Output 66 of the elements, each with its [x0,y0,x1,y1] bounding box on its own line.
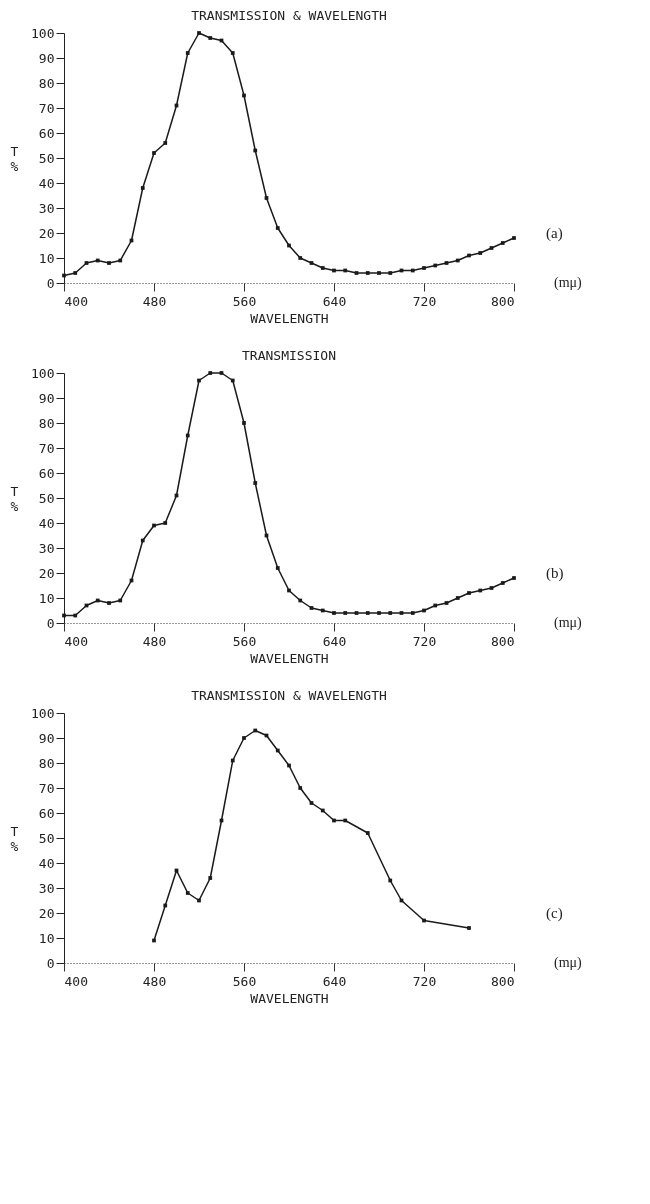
y-tick-label: 30 [38,880,55,896]
y-tick-label: 60 [38,465,55,481]
y-tick-label: 30 [38,200,55,216]
x-tick-label: 560 [232,973,257,989]
y-axis-title: T % [10,483,19,514]
y-tick-label: 70 [38,780,55,796]
y-tick-label: 20 [38,565,55,581]
x-tick-label: 800 [491,633,515,649]
text: (b) [546,565,564,582]
y-tick-label: 0 [46,615,55,631]
x-tick-label: 560 [232,633,257,649]
x-tick-label: 720 [412,293,437,309]
y-tick-label: 0 [46,275,55,291]
text: (c) [546,905,563,922]
chart-title: TRANSMISSION & WAVELENGTH [191,688,387,703]
y-tick-label: 100 [31,25,55,41]
y-tick-label: 10 [38,930,55,946]
y-tick-label: 80 [38,415,55,431]
x-axis-title: WAVELENGTH [250,990,329,1006]
y-tick-label: 40 [38,855,55,871]
y-tick-label: 10 [38,250,55,266]
x-tick-label: 800 [491,973,515,989]
x-tick-label: 800 [491,293,515,309]
x-tick-label: 400 [64,633,88,649]
y-tick-label: 70 [38,100,55,116]
x-axis-title: WAVELENGTH [250,650,329,666]
x-tick-label: 480 [142,293,167,309]
x-tick-label: 720 [412,633,437,649]
y-tick-label: 60 [38,805,55,821]
y-tick-label: 100 [31,705,55,721]
y-axis-title: T % [10,143,19,174]
y-tick-label: 80 [38,755,55,771]
x-axis-title: WAVELENGTH [250,310,329,326]
x-tick-label: 480 [142,973,167,989]
chart-title: TRANSMISSION [242,348,336,363]
x-tick-label: 640 [322,293,347,309]
y-tick-label: 30 [38,540,55,556]
y-tick-label: 90 [38,50,55,66]
x-tick-label: 720 [412,973,437,989]
y-tick-label: 0 [46,955,55,971]
x-tick-label: 640 [322,633,347,649]
y-tick-label: 20 [38,225,55,241]
y-tick-label: 50 [38,830,55,846]
text: (a) [546,225,563,242]
x-tick-label: 480 [142,633,167,649]
y-tick-label: 50 [38,490,55,506]
y-tick-label: 20 [38,905,55,921]
x-tick-label: 400 [64,293,88,309]
x-tick-label: 400 [64,973,88,989]
y-axis-title: T % [10,823,19,854]
y-tick-label: 40 [38,175,55,191]
x-tick-label: 560 [232,293,257,309]
y-tick-label: 80 [38,75,55,91]
y-tick-label: 70 [38,440,55,456]
y-tick-label: 100 [31,365,55,381]
y-tick-label: 60 [38,125,55,141]
y-tick-label: 50 [38,150,55,166]
y-tick-label: 40 [38,515,55,531]
text: (mμ) [554,275,583,291]
y-tick-label: 90 [38,730,55,746]
text: (mμ) [554,615,583,631]
y-tick-label: 90 [38,390,55,406]
text: (mμ) [554,955,583,971]
chart-title: TRANSMISSION & WAVELENGTH [191,8,387,23]
y-tick-label: 10 [38,590,55,606]
x-tick-label: 640 [322,973,347,989]
